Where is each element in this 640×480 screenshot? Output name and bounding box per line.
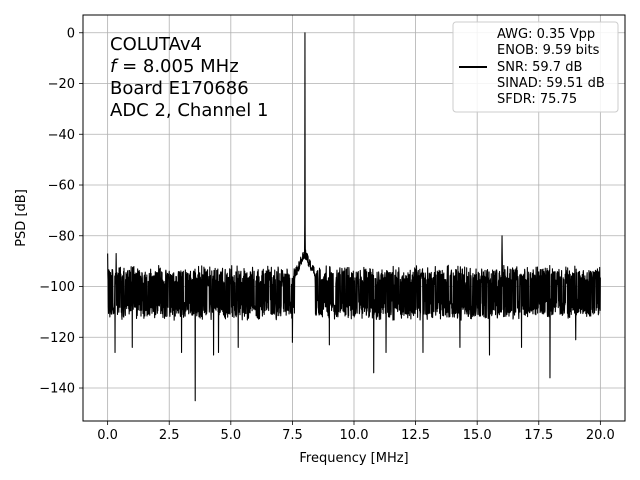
x-tick-label: 17.5 bbox=[524, 428, 553, 443]
x-tick-label: 10.0 bbox=[340, 428, 369, 443]
y-axis-ticks: 0 −20 −40 −60 −80 −100 −120 −140 bbox=[39, 26, 83, 397]
x-tick-label: 15.0 bbox=[463, 428, 492, 443]
x-tick-label: 2.5 bbox=[159, 428, 180, 443]
grid-lines bbox=[83, 15, 625, 421]
y-tick-label: −20 bbox=[48, 77, 75, 92]
y-tick-label: 0 bbox=[67, 26, 75, 41]
annotation-f-symbol: f bbox=[110, 56, 119, 77]
x-axis-label: Frequency [MHz] bbox=[299, 451, 408, 466]
legend-line-3: SNR: 59.7 dB bbox=[497, 60, 582, 75]
y-tick-label: −80 bbox=[48, 229, 75, 244]
legend-frame bbox=[452, 21, 619, 113]
y-tick-label: −40 bbox=[48, 128, 75, 143]
y-axis-label: PSD [dB] bbox=[14, 189, 29, 247]
y-tick-label: −100 bbox=[39, 280, 75, 295]
x-tick-label: 7.5 bbox=[282, 428, 303, 443]
legend-line-2: ENOB: 9.59 bits bbox=[497, 43, 600, 58]
annotation-frequency: = 8.005 MHz bbox=[122, 56, 239, 77]
x-axis-ticks: 0.0 2.5 5.0 7.5 10.0 12.5 15.0 17.5 20.0 bbox=[97, 421, 615, 443]
x-tick-label: 12.5 bbox=[401, 428, 430, 443]
annotation-line-1: COLUTAv4 bbox=[110, 34, 202, 55]
annotation-box: COLUTAv4 f = 8.005 MHz Board E170686 ADC… bbox=[110, 34, 268, 121]
legend-line-5: SFDR: 75.75 bbox=[497, 92, 577, 107]
annotation-line-4: ADC 2, Channel 1 bbox=[110, 100, 268, 121]
y-tick-label: −120 bbox=[39, 331, 75, 346]
x-tick-label: 5.0 bbox=[220, 428, 241, 443]
series-layer bbox=[107, 32, 601, 402]
legend-line-4: SINAD: 59.51 dB bbox=[497, 76, 605, 91]
annotation-line-3: Board E170686 bbox=[110, 78, 249, 99]
legend-line-1: AWG: 0.35 Vpp bbox=[497, 27, 595, 42]
x-tick-label: 20.0 bbox=[586, 428, 615, 443]
x-tick-label: 0.0 bbox=[97, 428, 118, 443]
y-tick-label: −140 bbox=[39, 382, 75, 397]
psd-series-line bbox=[107, 32, 601, 402]
legend: AWG: 0.35 Vpp ENOB: 9.59 bits SNR: 59.7 … bbox=[452, 21, 619, 113]
y-tick-label: −60 bbox=[48, 179, 75, 194]
annotation-line-2: f = 8.005 MHz bbox=[110, 56, 239, 77]
